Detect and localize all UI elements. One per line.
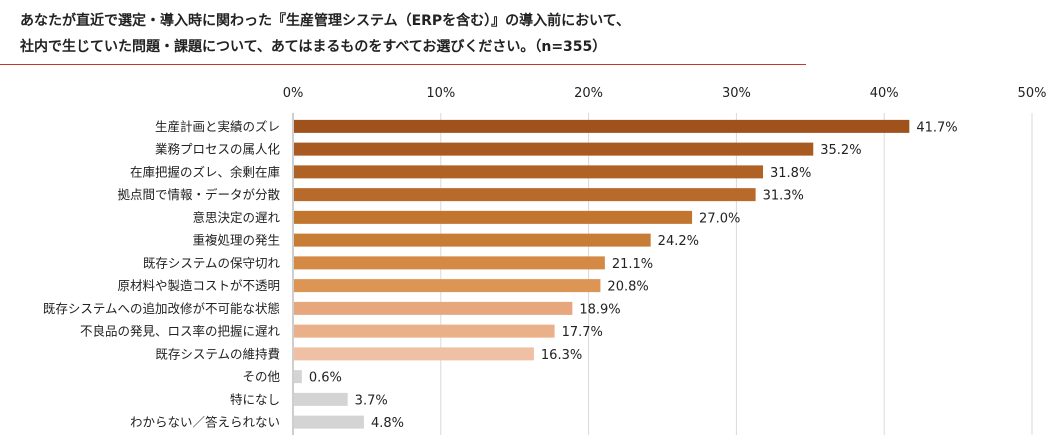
value-label: 35.2% [820,143,861,158]
bar [294,301,573,315]
chart-title-line-1: あなたが直近で選定・導入時に関わった『生産管理システム（ERPを含む）』の導入前… [20,13,631,29]
value-label: 24.2% [658,234,699,249]
bar [294,256,605,270]
category-label: 既存システムの維持費 [155,346,280,361]
value-label: 20.8% [607,280,648,295]
chart-title-line-2: 社内で生じていた問題・課題について、あてはまるものをすべてお選びください。（n=… [20,39,607,55]
category-label: 原材料や製造コストが不透明 [117,278,280,293]
value-label: 31.8% [770,166,811,181]
value-label: 41.7% [916,120,957,135]
category-label: 不良品の発見、ロス率の把握に遅れ [80,324,281,339]
bar [294,188,756,202]
value-label: 31.3% [763,189,804,204]
category-label: 重複処理の発生 [192,233,280,248]
value-label: 16.3% [541,348,582,363]
x-tick-label: 10% [426,86,455,101]
x-tick-label: 0% [283,86,304,101]
x-tick-label: 30% [722,86,751,101]
x-tick-label: 20% [574,86,603,101]
bar [294,233,651,247]
bar [294,119,910,133]
value-label: 0.6% [309,371,342,386]
value-label: 3.7% [355,393,388,408]
category-label: わからない／答えられない [130,415,280,430]
value-label: 17.7% [562,325,603,340]
value-label: 4.8% [371,416,404,431]
bar [294,370,302,384]
bar [294,324,555,338]
value-label: 27.0% [699,211,740,226]
category-label: 拠点間で情報・データが分散 [117,187,280,202]
x-tick-label: 50% [1018,86,1047,101]
value-label: 18.9% [579,302,620,317]
category-label: 既存システムへの追加改修が不可能な状態 [43,301,280,316]
category-label: 特になし [230,392,280,407]
bar [294,392,348,406]
bar [294,142,814,156]
category-label: 在庫把握のズレ、余剰在庫 [130,164,280,179]
bar [294,210,693,224]
category-label: 既存システムの保守切れ [143,255,281,270]
bar [294,415,364,429]
category-label: 意思決定の遅れ [192,210,280,225]
x-tick-label: 40% [870,86,899,101]
bar [294,165,764,179]
category-label: 業務プロセスの属人化 [155,142,281,157]
category-label: その他 [242,369,280,384]
category-label: 生産計画と実績のズレ [155,119,280,134]
bar [294,347,534,361]
value-label: 21.1% [612,257,653,272]
bar [294,279,601,293]
title-divider [0,64,806,65]
chart-title: あなたが直近で選定・導入時に関わった『生産管理システム（ERPを含む）』の導入前… [20,8,780,60]
